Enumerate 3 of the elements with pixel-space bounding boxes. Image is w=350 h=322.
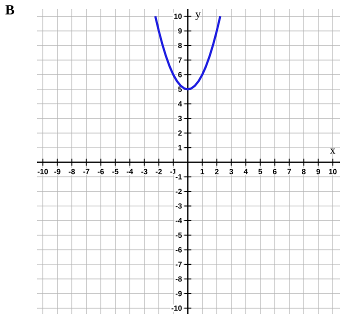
chart-title: B	[5, 5, 14, 14]
x-axis-title: x	[330, 148, 336, 154]
y-axis-title: y	[195, 12, 201, 20]
